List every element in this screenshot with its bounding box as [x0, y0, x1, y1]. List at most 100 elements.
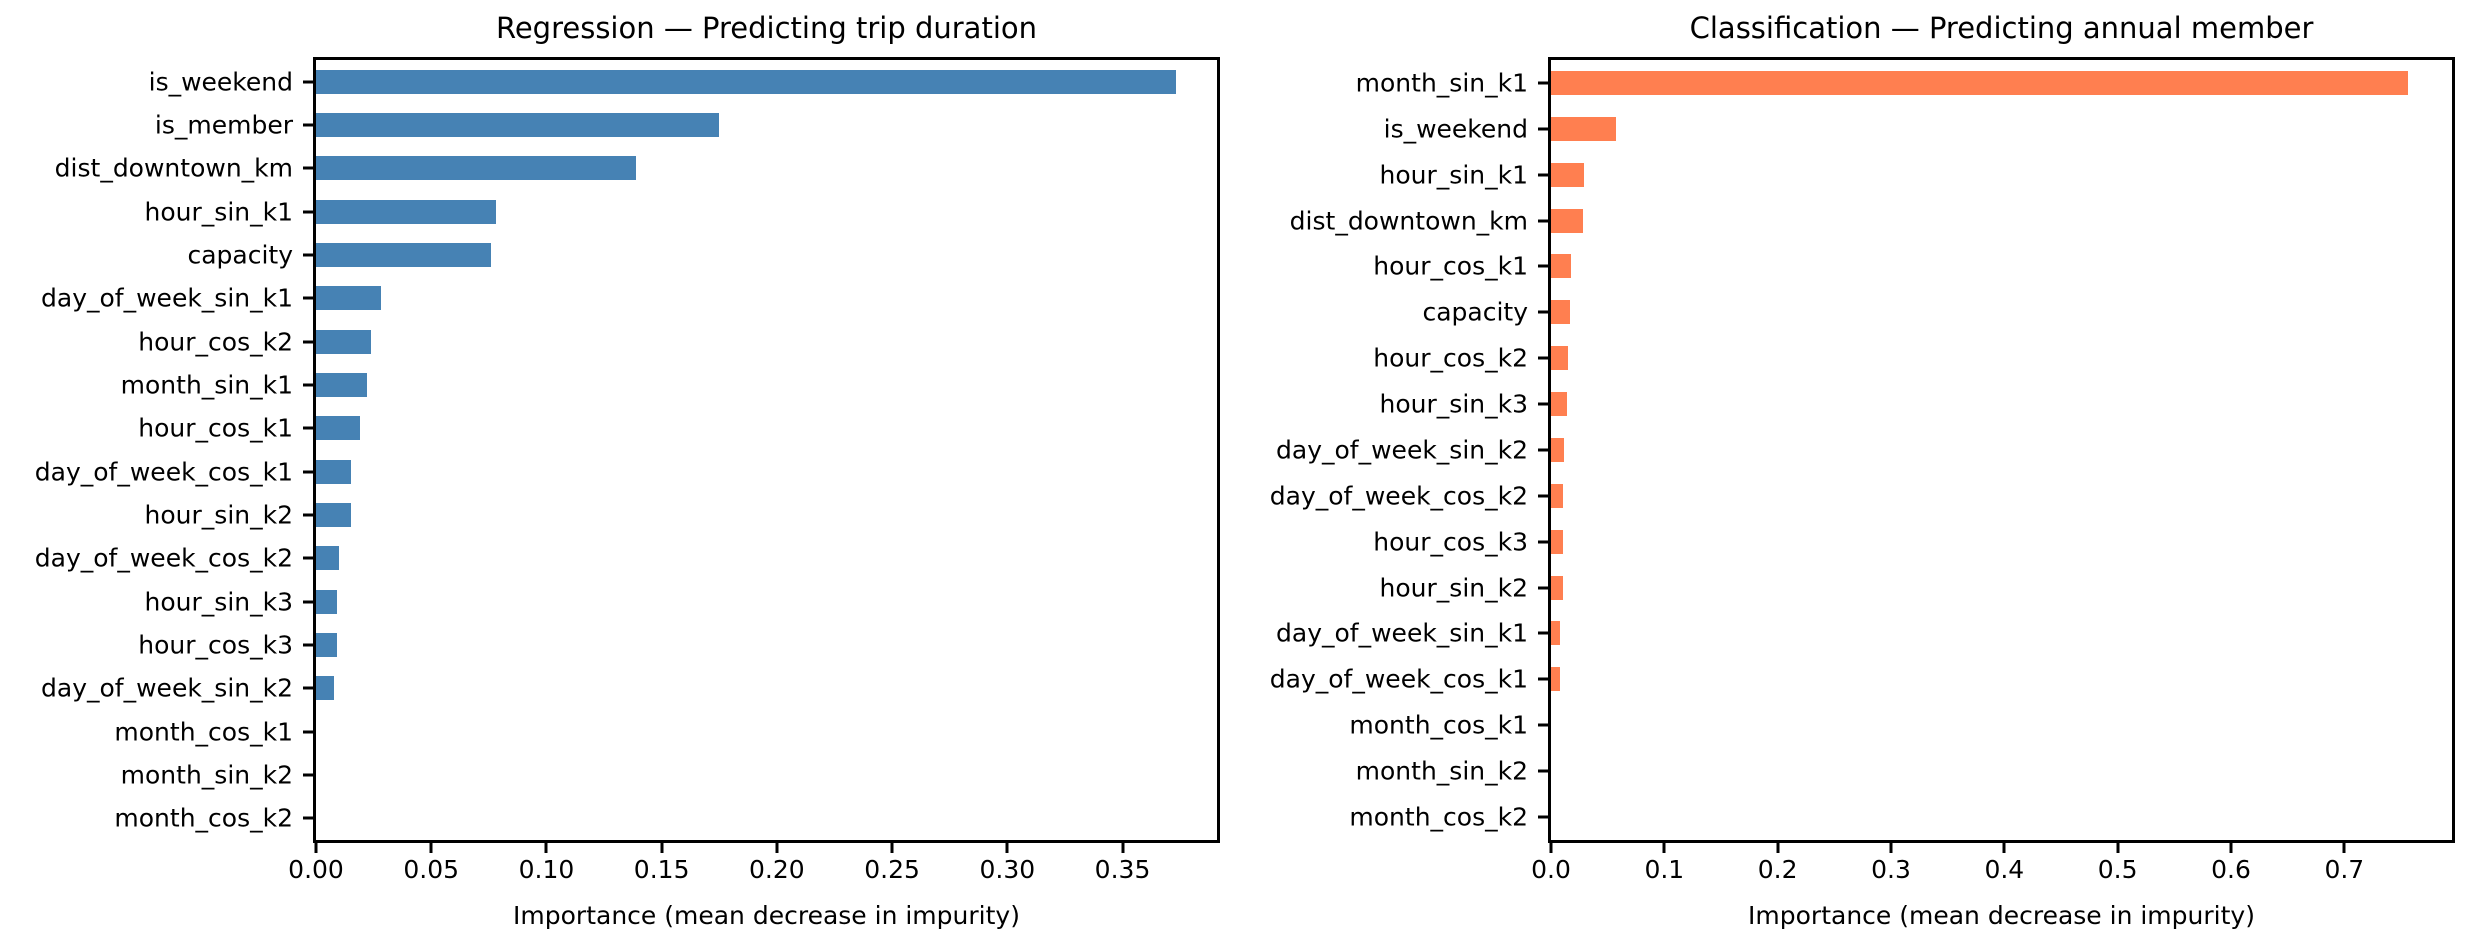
- x-tick-mark: [1005, 843, 1009, 853]
- bar-row: month_sin_k2: [1356, 748, 2452, 794]
- x-tick-label: 0.0: [1531, 855, 1571, 884]
- y-tick-label: hour_cos_k2: [138, 327, 293, 357]
- x-tick-label: 0.10: [518, 855, 575, 884]
- bar-row: month_cos_k2: [114, 797, 1217, 840]
- y-tick-label: day_of_week_sin_k2: [1276, 435, 1528, 465]
- y-tick-mark: [303, 600, 313, 604]
- y-tick-mark: [1538, 310, 1548, 314]
- bar-row: hour_sin_k2: [1380, 565, 2452, 611]
- x-tick-label: 0.00: [288, 855, 344, 884]
- bar-row: month_sin_k2: [121, 753, 1217, 796]
- bar: [316, 199, 496, 224]
- y-tick-mark: [1538, 356, 1548, 360]
- y-tick-label: is_weekend: [148, 67, 293, 97]
- x-tick-mark: [2002, 843, 2006, 853]
- x-tick-mark: [890, 843, 894, 853]
- y-tick-mark: [1538, 586, 1548, 590]
- x-tick-label: 0.35: [1094, 855, 1151, 884]
- y-tick-label: month_sin_k1: [1355, 68, 1528, 98]
- bar: [1551, 392, 1567, 417]
- bar: [316, 69, 1176, 94]
- y-tick-label: month_cos_k2: [1349, 802, 1528, 832]
- y-tick-label: capacity: [187, 240, 293, 270]
- bar-row: month_cos_k1: [114, 710, 1217, 753]
- bar: [316, 589, 337, 614]
- bar: [1551, 346, 1568, 371]
- y-tick-mark: [1538, 815, 1548, 819]
- bar-row: month_cos_k1: [1349, 702, 2452, 748]
- y-tick-label: hour_sin_k2: [1379, 573, 1528, 603]
- x-tick-label: 0.05: [403, 855, 460, 884]
- bar-row: hour_cos_k1: [138, 407, 1217, 450]
- y-tick-label: day_of_week_sin_k2: [41, 673, 293, 703]
- bar: [316, 112, 720, 137]
- bar: [316, 372, 367, 397]
- y-tick-label: hour_sin_k1: [144, 197, 293, 227]
- bar-row: day_of_week_cos_k1: [35, 450, 1217, 493]
- bar-row: hour_cos_k3: [1373, 519, 2452, 565]
- bar-row: hour_sin_k1: [145, 190, 1217, 233]
- bar-row: month_sin_k1: [1356, 60, 2452, 106]
- y-tick-label: day_of_week_cos_k1: [34, 457, 293, 487]
- bar: [316, 632, 337, 657]
- y-tick-mark: [303, 773, 313, 777]
- y-tick-mark: [303, 643, 313, 647]
- y-tick-label: is_weekend: [1383, 114, 1528, 144]
- x-tick-mark: [1121, 843, 1125, 853]
- x-axis-label: Importance (mean decrease in impurity): [1748, 901, 2255, 930]
- y-tick-mark: [1538, 677, 1548, 681]
- y-tick-label: day_of_week_cos_k2: [34, 543, 293, 573]
- y-tick-label: day_of_week_sin_k1: [41, 283, 293, 313]
- y-tick-label: day_of_week_cos_k1: [1269, 664, 1528, 694]
- bar: [1551, 70, 2408, 95]
- y-tick-mark: [1538, 494, 1548, 498]
- y-tick-label: is_member: [154, 110, 293, 140]
- x-tick-mark: [1662, 843, 1666, 853]
- y-tick-label: dist_downtown_km: [1289, 206, 1528, 236]
- bar: [1551, 208, 1583, 233]
- bar: [316, 329, 372, 354]
- y-tick-mark: [303, 383, 313, 387]
- bar-row: hour_sin_k3: [1380, 381, 2452, 427]
- bar-row: day_of_week_sin_k2: [41, 667, 1217, 710]
- bar-row: hour_cos_k2: [1373, 335, 2452, 381]
- bar: [316, 676, 335, 701]
- bar: [1551, 529, 1564, 554]
- x-axis-label: Importance (mean decrease in impurity): [513, 901, 1020, 930]
- bar-row: day_of_week_cos_k2: [1270, 473, 2452, 519]
- y-tick-mark: [303, 730, 313, 734]
- y-tick-label: hour_cos_k1: [138, 413, 293, 443]
- bar-row: capacity: [187, 233, 1217, 276]
- x-tick-mark: [1549, 843, 1553, 853]
- bar-row: is_weekend: [1384, 106, 2452, 152]
- chart-title: Classification — Predicting annual membe…: [1689, 11, 2314, 46]
- x-tick-mark: [2116, 843, 2120, 853]
- y-tick-mark: [1538, 723, 1548, 727]
- y-tick-mark: [303, 816, 313, 820]
- y-tick-label: dist_downtown_km: [54, 153, 293, 183]
- bar: [1551, 162, 1584, 187]
- x-tick-label: 0.5: [2097, 855, 2138, 884]
- y-tick-mark: [1538, 173, 1548, 177]
- y-tick-mark: [303, 210, 313, 214]
- bar-row: month_sin_k1: [121, 363, 1217, 406]
- bar-row: month_cos_k2: [1349, 794, 2452, 840]
- bar-row: day_of_week_cos_k1: [1270, 656, 2452, 702]
- y-tick-mark: [303, 253, 313, 257]
- y-tick-label: hour_cos_k1: [1373, 251, 1528, 281]
- y-tick-mark: [303, 123, 313, 127]
- bar: [316, 416, 360, 441]
- bar-row: hour_cos_k3: [138, 623, 1217, 666]
- x-tick-label: 0.25: [864, 855, 920, 884]
- bar-row: day_of_week_sin_k1: [41, 277, 1217, 320]
- y-tick-mark: [1538, 448, 1548, 452]
- plot-area: month_sin_k1 is_weekend hour_sin_k1 dist_do…: [1270, 57, 2455, 884]
- y-tick-mark: [303, 686, 313, 690]
- y-tick-label: capacity: [1422, 297, 1528, 327]
- y-tick-label: hour_sin_k3: [1379, 389, 1528, 419]
- x-tick-mark: [314, 843, 318, 853]
- bar: [1551, 116, 1616, 141]
- bar-row: is_member: [155, 103, 1217, 146]
- bar-row: hour_cos_k2: [138, 320, 1217, 363]
- y-tick-mark: [303, 513, 313, 517]
